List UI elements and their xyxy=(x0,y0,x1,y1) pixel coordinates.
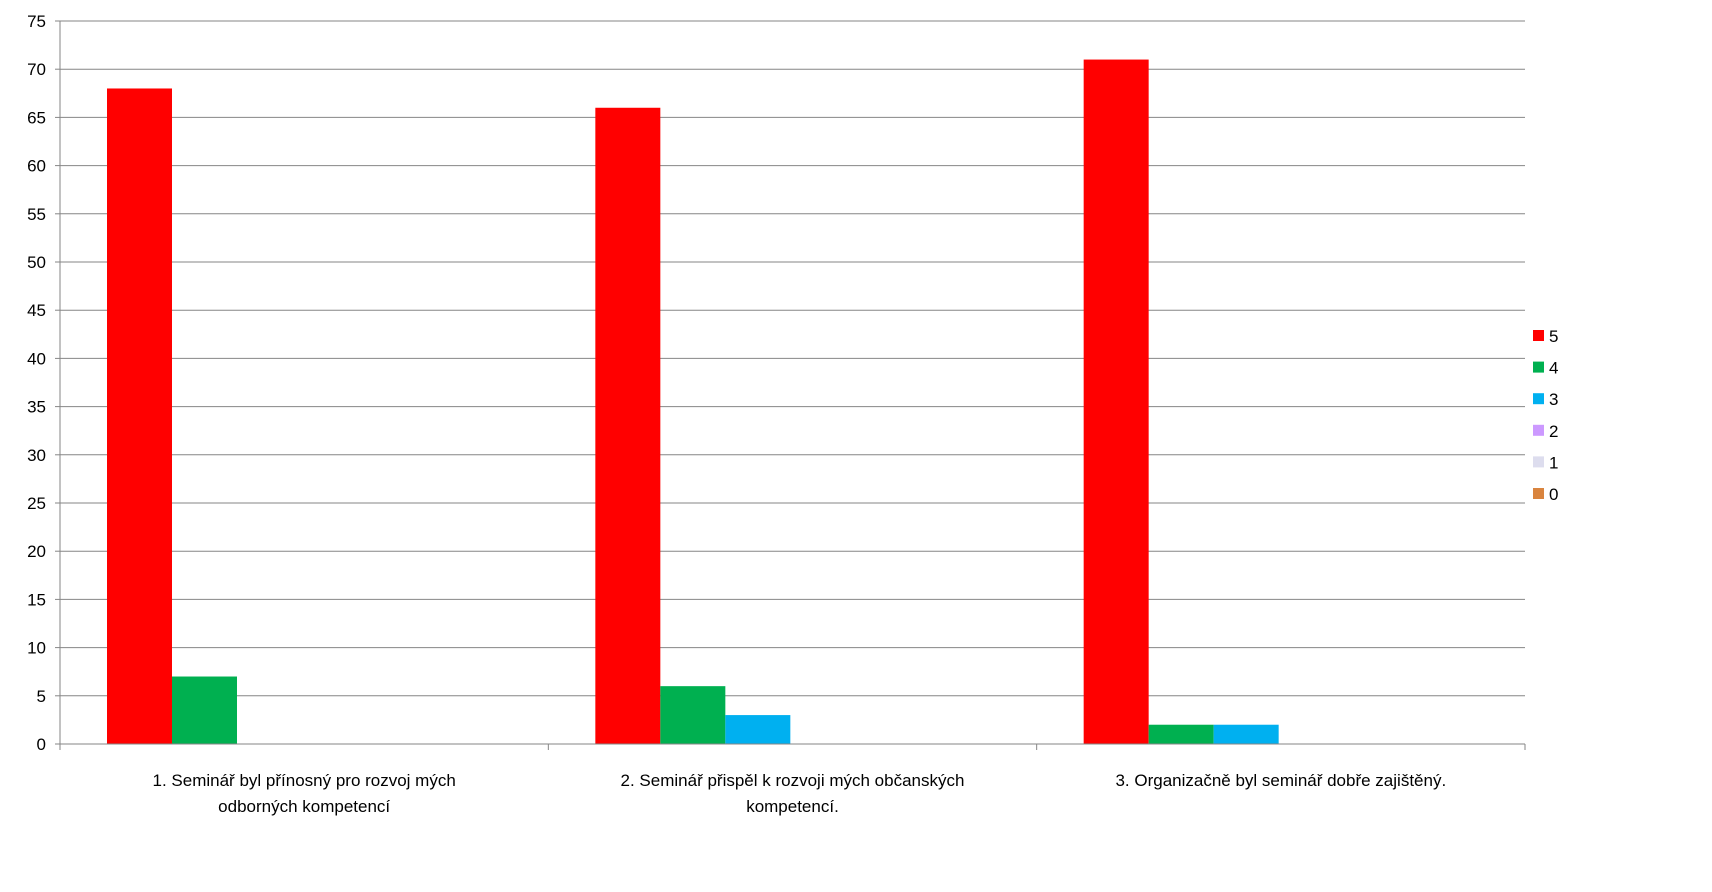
y-tick-label: 0 xyxy=(37,735,46,754)
y-tick-label: 60 xyxy=(27,157,46,176)
category-labels: 1. Seminář byl přínosný pro rozvoj mých o… xyxy=(153,771,1447,816)
bar-series-4-cat-2 xyxy=(660,686,726,744)
category-label: kompetencí. xyxy=(746,797,839,816)
legend-swatch xyxy=(1533,424,1544,436)
y-axis-tick-labels: 0 5 10 15 20 25 30 35 40 45 50 55 60 65 70 75 xyxy=(27,12,46,754)
legend-label: 3 xyxy=(1549,390,1558,409)
legend-swatch xyxy=(1533,361,1544,373)
y-tick-label: 35 xyxy=(27,398,46,417)
bar-series-4-cat-1 xyxy=(172,676,237,744)
y-tick-label: 10 xyxy=(27,639,46,658)
y-tick-label: 20 xyxy=(27,542,46,561)
y-tick-label: 50 xyxy=(27,253,46,272)
category-label: odborných kompetencí xyxy=(218,797,390,816)
y-tick-label: 70 xyxy=(27,60,46,79)
y-tick-label: 15 xyxy=(27,590,46,609)
bar-series-3-cat-2 xyxy=(725,715,791,744)
legend-swatch xyxy=(1533,488,1544,499)
legend-label: 1 xyxy=(1549,453,1558,472)
legend-swatch xyxy=(1533,330,1544,341)
legend-swatch xyxy=(1533,393,1544,405)
bars xyxy=(107,59,1279,745)
category-label: 3. Organizačně byl seminář dobře zajiště… xyxy=(1115,771,1446,790)
bar-series-5-cat-1 xyxy=(107,88,172,745)
y-tick-label: 75 xyxy=(27,12,46,31)
legend-label: 0 xyxy=(1549,485,1558,504)
y-tick-label: 5 xyxy=(37,687,46,706)
y-tick-label: 55 xyxy=(27,205,46,224)
legend-label: 2 xyxy=(1549,422,1558,441)
category-label: 1. Seminář byl přínosný pro rozvoj mých xyxy=(153,771,456,790)
y-tick-label: 30 xyxy=(27,446,46,465)
y-tick-label: 65 xyxy=(27,108,46,127)
bar-series-5-cat-2 xyxy=(595,107,661,744)
bar-series-4-cat-3 xyxy=(1148,724,1214,744)
legend-label: 4 xyxy=(1549,359,1558,378)
bar-series-5-cat-3 xyxy=(1083,59,1149,745)
legend-label: 5 xyxy=(1549,327,1558,346)
y-tick-label: 40 xyxy=(27,349,46,368)
y-tick-label: 45 xyxy=(27,301,46,320)
gridlines xyxy=(60,20,1525,697)
legend: 5 4 3 2 1 0 xyxy=(1533,327,1558,504)
bar-series-3-cat-3 xyxy=(1213,724,1279,744)
legend-swatch xyxy=(1533,456,1544,468)
axes xyxy=(55,20,1526,750)
y-tick-label: 25 xyxy=(27,494,46,513)
category-label: 2. Seminář přispěl k rozvoji mých občans… xyxy=(621,771,965,790)
